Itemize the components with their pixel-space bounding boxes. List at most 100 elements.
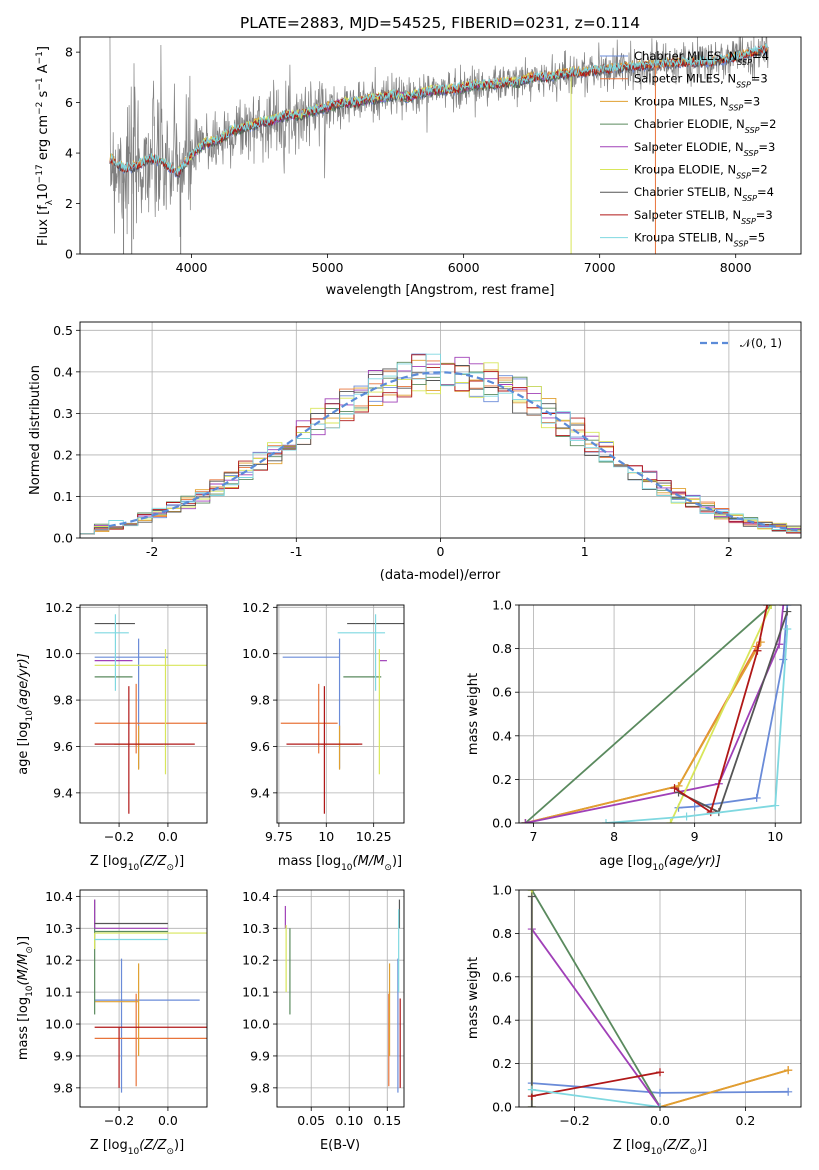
y-tick-label: 10.4	[45, 889, 73, 904]
mass-weight-marker	[784, 1087, 793, 1096]
x-tick-label: -1	[290, 544, 302, 559]
y-tick-label: 0.8	[492, 926, 512, 941]
legend-label: Kroupa MILES, NSSP=3	[634, 94, 760, 112]
legend-label-sub: SSP	[741, 216, 756, 225]
legend-label-value: =3	[751, 72, 768, 86]
axes-mass_vs_Z: −0.2 0.09.89.910.010.110.210.310.4Z [log1…	[16, 889, 208, 1157]
y-tick-label: 9.9	[250, 1048, 270, 1063]
x-tick-label: 0.05	[297, 1113, 325, 1128]
label-part: −2	[35, 102, 45, 115]
errorbar-point	[94, 683, 207, 754]
x-tick-label: 0.0	[158, 829, 178, 844]
label-part: (M/M	[16, 954, 31, 986]
y-tick-label: 0.0	[492, 1100, 512, 1115]
y-tick-label: 0.3	[53, 406, 73, 421]
y-tick-label: 9.8	[53, 693, 73, 708]
legend-label: Chabrier MILES, NSSP=4	[634, 49, 769, 67]
y-tick-label: 1.0	[492, 883, 512, 898]
mass-weight-line	[525, 641, 762, 823]
errorbar-point	[337, 614, 386, 691]
label-part: Z [log	[90, 854, 128, 869]
x-tick-label: 0	[437, 544, 445, 559]
y-tick-label: 9.4	[250, 785, 270, 800]
legend-label: 𝒩(0, 1)	[740, 336, 782, 350]
mass-weight-marker	[527, 1103, 536, 1107]
label-part: 10	[128, 1147, 140, 1157]
x-tick-label: 5000	[312, 260, 344, 275]
errorbar-point	[94, 614, 129, 691]
mass-weight-marker	[682, 812, 691, 821]
x-tick-label: 8	[610, 829, 618, 844]
y-tick-label: 0.6	[492, 969, 512, 984]
mass-weight-marker	[602, 819, 611, 823]
mass-weight-marker	[779, 605, 788, 609]
legend-label-value: =2	[760, 117, 777, 131]
x-tick-label: 0.2	[736, 1113, 756, 1128]
model-fit-line	[109, 42, 769, 175]
mass-weight-marker	[527, 892, 536, 901]
legend-label-main: Salpeter MILES, N	[634, 72, 736, 86]
label-part: ⊙	[689, 1147, 697, 1157]
errorbar-point	[94, 899, 168, 1015]
legend-label-value: =3	[758, 140, 775, 154]
label-part: Z [log	[90, 1138, 128, 1153]
label-part: s	[36, 90, 51, 101]
label-part: Flux [f	[36, 205, 51, 246]
legend-label-value: =2	[751, 163, 768, 177]
mass-weight-marker	[771, 801, 780, 810]
label-part: )]	[174, 1138, 184, 1153]
x-tick-label: 4000	[176, 260, 208, 275]
errorbar-point	[282, 638, 341, 769]
errorbar-point	[114, 725, 164, 770]
legend-label-main: Salpeter ELODIE, N	[634, 140, 744, 154]
label-part: 10	[25, 985, 35, 997]
label-part: 10	[651, 1147, 663, 1157]
x-tick-label: 0.15	[373, 1113, 401, 1128]
figure-title: PLATE=2883, MJD=54525, FIBERID=0231, z=0…	[240, 14, 640, 32]
histogram-series	[80, 353, 801, 538]
axes-frame	[79, 889, 208, 1108]
y-tick-label: 9.4	[53, 785, 73, 800]
mass-weight-line	[605, 628, 789, 823]
label-part: erg cm	[36, 115, 51, 164]
y-tick-label: 0.8	[492, 641, 512, 656]
x-tick-label: 0.10	[335, 1113, 363, 1128]
label-part: ]	[36, 46, 51, 51]
legend-label-main: Kroupa STELIB, N	[634, 231, 734, 245]
mass-weight-marker	[656, 1068, 664, 1077]
mass-weight-line	[531, 890, 661, 1107]
x-tick-label: 9	[691, 829, 699, 844]
y-tick-label: 10.1	[242, 985, 270, 1000]
mass-weight-marker	[767, 605, 776, 609]
label-part: )]	[392, 854, 402, 869]
legend-label-value: =4	[757, 185, 774, 199]
label-part: (M/M	[353, 854, 385, 869]
mass-weight-marker	[763, 605, 772, 609]
x-axis-label: age [log10(age/yr)]	[599, 854, 721, 873]
x-tick-label: −0.2	[559, 1113, 589, 1128]
y-tick-label: 10.0	[242, 1017, 270, 1032]
mass-weight-marker	[521, 819, 530, 823]
y-axis-label: age [log10(age/yr)]	[16, 653, 35, 775]
legend-label-main: Kroupa MILES, N	[634, 94, 729, 108]
legend-label: Salpeter MILES, NSSP=3	[634, 72, 768, 90]
y-tick-label: 10.4	[242, 889, 270, 904]
x-axis-label: Z [log10(Z/Z⊙)]	[90, 854, 184, 873]
y-tick-label: 6	[65, 95, 73, 110]
plot-area-age_vs_mass	[280, 614, 404, 814]
mass-weight-line	[524, 605, 772, 823]
axes-age_vs_Z: −0.2 0.09.49.69.810.010.2Z [log10(Z/Z⊙)]a…	[16, 600, 208, 873]
y-axis-label: Normed distribution	[28, 365, 43, 495]
legend-label: Kroupa ELODIE, NSSP=2	[634, 163, 768, 181]
mass-weight-line	[531, 1088, 661, 1107]
y-tick-label: 0.4	[492, 728, 512, 743]
legend-label: Chabrier ELODIE, NSSP=2	[634, 117, 776, 135]
mass-weight-marker	[670, 784, 679, 793]
y-tick-label: 9.8	[250, 1080, 270, 1095]
label-part: ⊙	[25, 946, 35, 954]
label-part: ⊙	[166, 863, 174, 873]
legend-label-value: =5	[748, 231, 765, 245]
label-part: 10	[652, 863, 664, 873]
